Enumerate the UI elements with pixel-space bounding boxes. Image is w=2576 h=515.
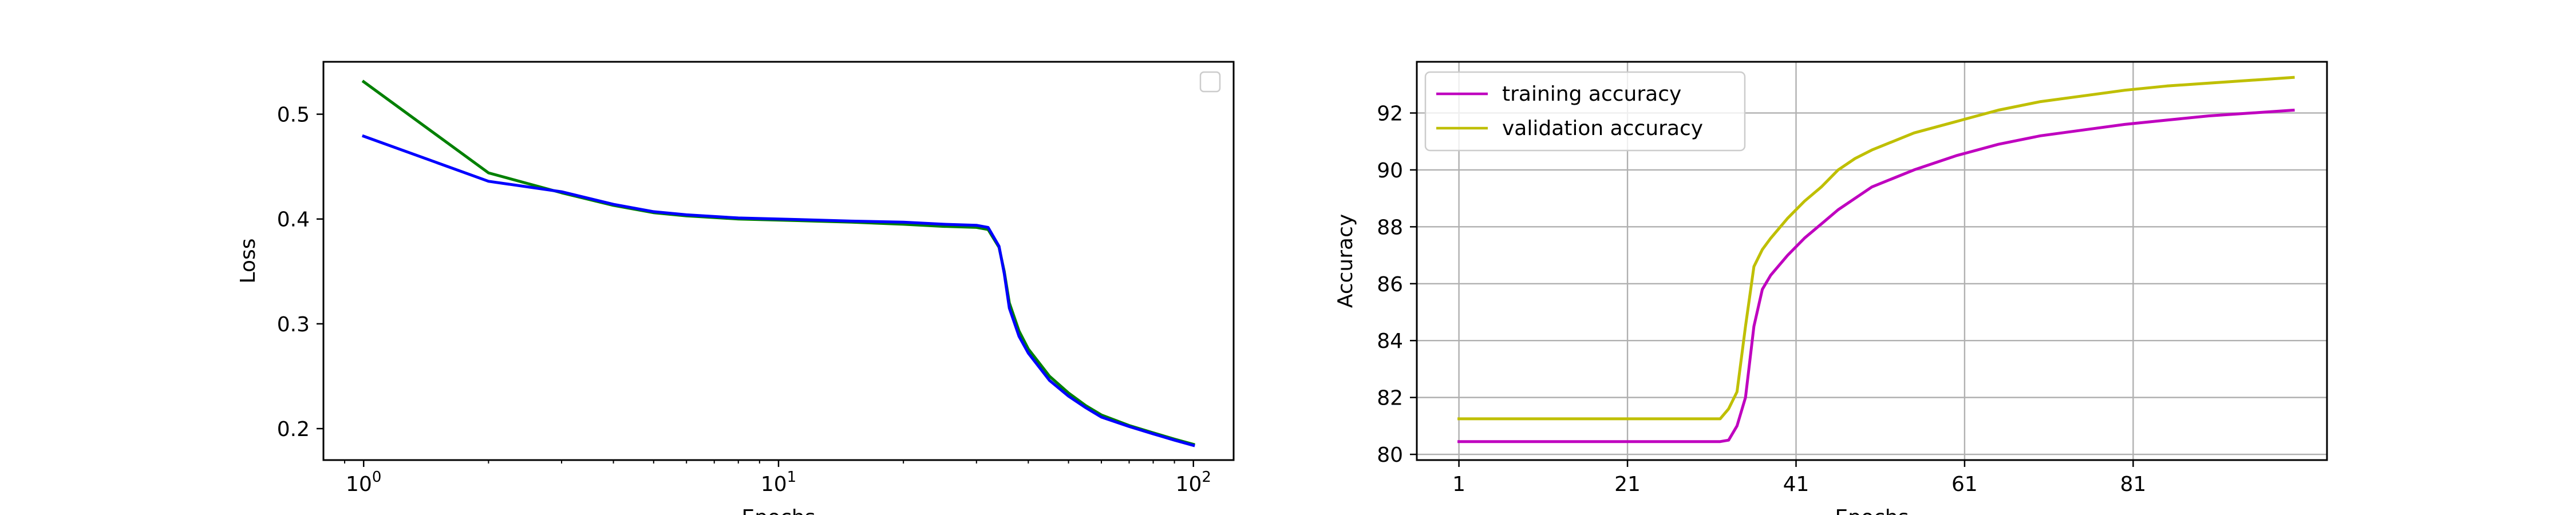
- x-tick-label: 21: [1614, 473, 1641, 496]
- accuracy-axes: 1 21 41 61 81 80 82 84 86 88 90 92: [1377, 102, 2146, 496]
- y-tick-label: 82: [1377, 387, 1403, 410]
- y-tick-label: 0.5: [277, 104, 310, 127]
- loss-legend-box: [1199, 71, 1221, 93]
- accuracy-y-axis-label: Accuracy: [1334, 214, 1357, 308]
- accuracy-legend: training accuracy validation accuracy: [1424, 71, 1746, 152]
- loss-series-group: [361, 80, 1195, 447]
- y-tick-label: 84: [1377, 330, 1403, 353]
- accuracy-plot-frame: [1416, 61, 2328, 461]
- y-tick-label: 0.2: [277, 418, 310, 441]
- accuracy-series-group: [1457, 76, 2295, 443]
- series-line-loss-0: [361, 80, 1195, 446]
- y-tick-label: 92: [1377, 102, 1403, 125]
- x-tick-label: 100: [346, 469, 381, 496]
- y-tick-label: 0.4: [277, 208, 310, 232]
- x-tick-label: 61: [1951, 473, 1978, 496]
- y-tick-label: 88: [1377, 216, 1403, 239]
- x-tick-label: 1: [1452, 473, 1465, 496]
- loss-axes: 100 101 102 0.2 0.3 0.4 0.5: [277, 104, 1211, 496]
- loss-chart: 100 101 102 0.2 0.3 0.4 0.5 Loss Epochs: [236, 61, 1235, 515]
- series-line-accuracy-1: [1457, 76, 2295, 421]
- x-tick-label: 81: [2120, 473, 2146, 496]
- x-tick-label: 102: [1176, 469, 1211, 496]
- legend-label-training-accuracy: training accuracy: [1502, 82, 1681, 106]
- loss-plot-frame: [322, 61, 1235, 461]
- accuracy-legend-box: [1424, 71, 1746, 152]
- y-tick-label: 0.3: [277, 313, 310, 336]
- accuracy-grid: [1417, 62, 2327, 460]
- legend-label-validation-accuracy: validation accuracy: [1502, 117, 1703, 140]
- y-tick-label: 86: [1377, 273, 1403, 296]
- accuracy-x-axis-label: Epochs: [1835, 506, 1909, 515]
- series-line-accuracy-0: [1457, 108, 2295, 443]
- series-line-loss-1: [361, 134, 1195, 447]
- loss-x-axis-label: Epochs: [742, 506, 816, 515]
- x-tick-label: 41: [1783, 473, 1809, 496]
- y-tick-label: 80: [1377, 443, 1403, 467]
- loss-y-axis-label: Loss: [236, 239, 260, 284]
- accuracy-chart: 1 21 41 61 81 80 82 84 86 88 90 92 training accurac…: [1334, 61, 2328, 515]
- x-tick-label: 101: [761, 469, 796, 496]
- y-tick-label: 90: [1377, 159, 1403, 183]
